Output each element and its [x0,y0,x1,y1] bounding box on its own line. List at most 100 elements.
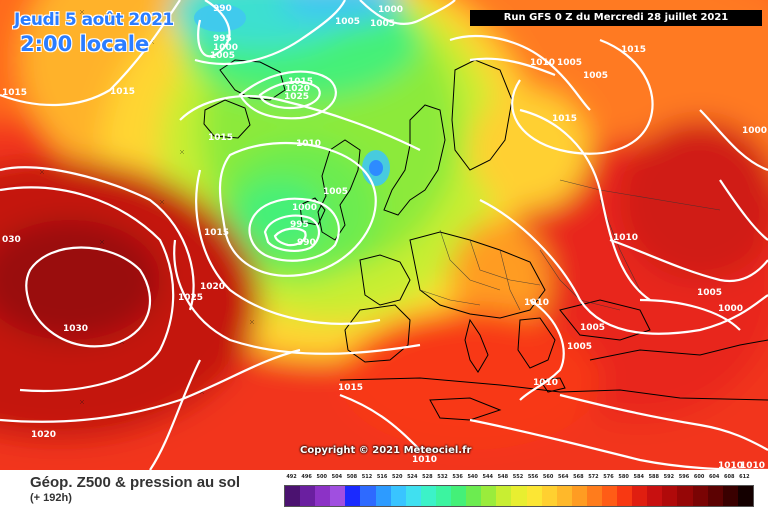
isobar-label: 1020 [200,282,226,292]
legend-swatch [647,486,663,506]
borders [419,179,721,311]
pressure-map [0,0,768,470]
legend-swatch [707,486,723,506]
isobar-label: 1010 [530,58,556,68]
legend-value: 600 [693,474,705,480]
isobar-label: 1010 [718,461,744,471]
geopotential-field [0,0,768,470]
chart-title: Géop. Z500 & pression au sol [30,474,241,491]
legend-swatch [375,486,391,506]
isobar-label: 1000 [718,304,744,314]
isobar-label: 1010 [296,139,322,149]
isobar-label: 1010 [533,378,559,388]
legend-value: 560 [542,474,554,480]
legend-value: 540 [467,474,478,480]
legend-swatch [737,486,753,506]
legend-swatch [451,486,467,506]
legend-value: 516 [376,474,388,480]
legend-swatch [435,486,452,506]
isobar-label: 995 [213,34,232,44]
legend-swatch [662,486,678,506]
isobar-label: 1000 [213,43,239,53]
legend-swatch [420,486,436,506]
isobar-label: 1015 [552,114,578,124]
legend-labels: 492 496 500 504 508 512 516 520 524 528 532 536 540 5… [284,472,752,482]
legend-value: 548 [497,474,509,480]
isobar-label: 1025 [178,293,204,303]
forecast-date: Jeudi 5 août 2021 [14,10,174,30]
legend-value: 564 [558,474,569,480]
isobar-label: 1015 [2,88,28,98]
isobar-label: 1010 [613,233,639,243]
run-info: Run GFS 0 Z du Mercredi 28 juillet 2021 [470,10,762,26]
legend-value: 604 [708,474,720,480]
legend-value: 492 [286,474,297,480]
isobar-label: 1005 [335,17,361,27]
legend-swatch [541,486,557,506]
forecast-local-time: 2:00 locale [20,32,150,56]
legend-value: 612 [739,474,750,480]
legend-swatch [285,486,301,506]
isobar-label: 1010 [740,461,766,471]
legend-value: 528 [422,474,433,480]
isobar-label: 1010 [524,298,550,308]
legend-swatch [315,486,331,506]
isobar-label: 1015 [110,87,136,97]
isobar-label: 990 [297,238,316,248]
legend-value: 584 [633,474,644,480]
legend-value: 520 [391,474,403,480]
legend-swatch [586,486,602,506]
isobar-label: 1020 [285,84,311,94]
isobar-label: 1005 [210,51,236,61]
legend-swatch [405,486,421,506]
isobar-label: 1015 [621,45,647,55]
isobar-label: 990 [213,4,232,14]
legend-swatch [511,486,527,506]
legend-value: 588 [648,474,660,480]
legend-swatch [632,486,648,506]
legend-value: 552 [512,474,524,480]
isobar-label: 1005 [370,19,396,29]
legend-swatch [330,486,346,506]
isobar-label: 1015 [338,383,364,393]
coastlines [203,59,768,421]
legend-swatch [571,486,587,506]
legend-value: 504 [331,474,343,480]
legend-swatch [300,486,316,506]
isobar-label: 995 [290,220,309,230]
isobar-label: 1000 [292,203,318,213]
legend-value: 556 [527,474,539,480]
legend-swatch [556,486,572,506]
isobar-label: 1005 [557,58,583,68]
legend-swatch [677,486,693,506]
legend-value: 576 [603,474,614,480]
copyright: Copyright © 2021 Meteociel.fr [300,445,472,456]
isobar-label: 1000 [378,5,404,15]
legend-value: 592 [663,474,675,480]
isobar-label: 1005 [323,187,349,197]
isobar-label: 1005 [697,288,723,298]
legend-swatch [601,486,618,506]
isobar-label: 1015 [288,77,314,87]
legend-value: 572 [588,474,599,480]
legend-swatch [466,486,482,506]
isobar-lines [0,0,768,470]
isobar-label: 1005 [583,71,609,81]
legend-value: 500 [316,474,327,480]
legend-swatch [692,486,708,506]
legend-swatch [360,486,376,506]
isobar-label: 1000 [742,126,768,136]
legend-swatch [390,486,406,506]
isobar-label: 030 [2,235,21,245]
legend-swatch [345,486,361,506]
isobar-label: 1015 [208,133,234,143]
legend-value: 580 [618,474,629,480]
legend-value: 608 [724,474,735,480]
color-scale-legend [284,485,754,507]
legend-value: 596 [678,474,690,480]
legend-swatch [496,486,512,506]
footer: Géop. Z500 & pression au sol (+ 192h) 49… [0,470,768,512]
map-canvas [0,0,768,470]
isobar-label: 1010 [412,455,438,465]
